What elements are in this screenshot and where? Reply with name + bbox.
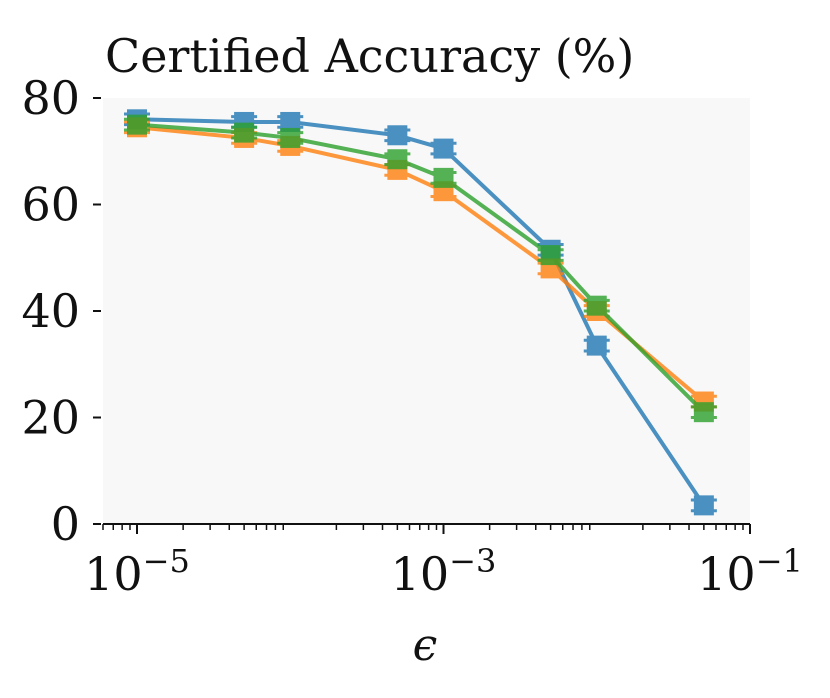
y-tick-label: 0	[51, 497, 80, 551]
data-point	[387, 149, 408, 170]
axis-ticks: 0 20 40 60 80 10−5 10−3 10−1	[21, 71, 802, 601]
data-point	[433, 167, 454, 188]
data-point	[540, 245, 561, 266]
chart-title: Certified Accuracy (%)	[105, 29, 634, 83]
data-point	[693, 495, 714, 516]
data-point	[433, 138, 454, 159]
y-tick-label: 40	[21, 284, 80, 338]
data-point	[586, 295, 607, 316]
x-tick-label: 10−3	[391, 542, 497, 601]
x-axis-label: ϵ	[413, 620, 438, 671]
plot-background	[103, 98, 750, 524]
y-tick-label: 80	[21, 71, 80, 125]
data-point	[586, 335, 607, 356]
data-point	[126, 114, 147, 135]
y-tick-label: 60	[21, 178, 80, 232]
series-series-1	[123, 109, 717, 516]
data-point	[280, 127, 301, 148]
x-tick-label: 10−5	[84, 542, 190, 601]
series-series-3	[123, 114, 717, 423]
data-point	[234, 122, 255, 143]
data-point	[387, 125, 408, 146]
y-tick-label: 20	[21, 391, 80, 445]
data-series	[123, 109, 717, 516]
data-point	[693, 402, 714, 423]
x-tick-label: 10−1	[697, 542, 803, 601]
